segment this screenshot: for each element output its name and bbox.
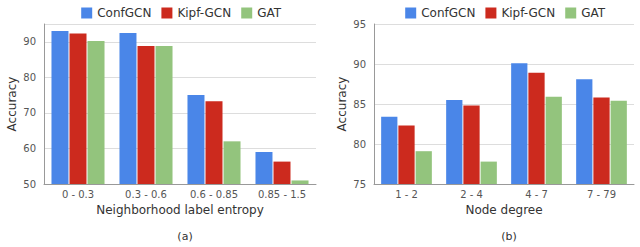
svg-text:Kipf-GCN: Kipf-GCN xyxy=(501,6,555,20)
svg-text:Accuracy: Accuracy xyxy=(5,77,19,132)
svg-text:1 - 2: 1 - 2 xyxy=(395,189,418,200)
svg-text:80: 80 xyxy=(353,139,366,150)
svg-text:60: 60 xyxy=(23,143,36,154)
svg-text:90: 90 xyxy=(23,36,36,47)
svg-text:90: 90 xyxy=(353,59,366,70)
svg-text:ConfGCN: ConfGCN xyxy=(421,6,475,20)
svg-text:(b): (b) xyxy=(501,230,517,243)
svg-text:50: 50 xyxy=(23,179,36,190)
svg-text:GAT: GAT xyxy=(581,6,606,20)
svg-text:(a): (a) xyxy=(177,230,192,243)
svg-text:Node degree: Node degree xyxy=(465,203,542,217)
svg-text:4 - 7: 4 - 7 xyxy=(525,189,548,200)
svg-text:2 - 4: 2 - 4 xyxy=(460,189,483,200)
svg-text:0.6 - 0.85: 0.6 - 0.85 xyxy=(190,189,238,200)
svg-text:Neighborhood label entropy: Neighborhood label entropy xyxy=(96,203,264,217)
svg-text:Kipf-GCN: Kipf-GCN xyxy=(177,6,231,20)
svg-text:ConfGCN: ConfGCN xyxy=(97,6,151,20)
svg-text:85: 85 xyxy=(353,99,366,110)
svg-text:0.85 - 1.5: 0.85 - 1.5 xyxy=(258,189,306,200)
svg-text:0 - 0.3: 0 - 0.3 xyxy=(62,189,94,200)
svg-text:7 - 79: 7 - 79 xyxy=(587,189,616,200)
svg-text:75: 75 xyxy=(353,179,366,190)
svg-text:GAT: GAT xyxy=(257,6,282,20)
svg-text:95: 95 xyxy=(353,19,366,30)
svg-text:Accuracy: Accuracy xyxy=(335,77,349,132)
svg-text:80: 80 xyxy=(23,72,36,83)
svg-text:70: 70 xyxy=(23,107,36,118)
svg-text:0.3 - 0.6: 0.3 - 0.6 xyxy=(125,189,167,200)
